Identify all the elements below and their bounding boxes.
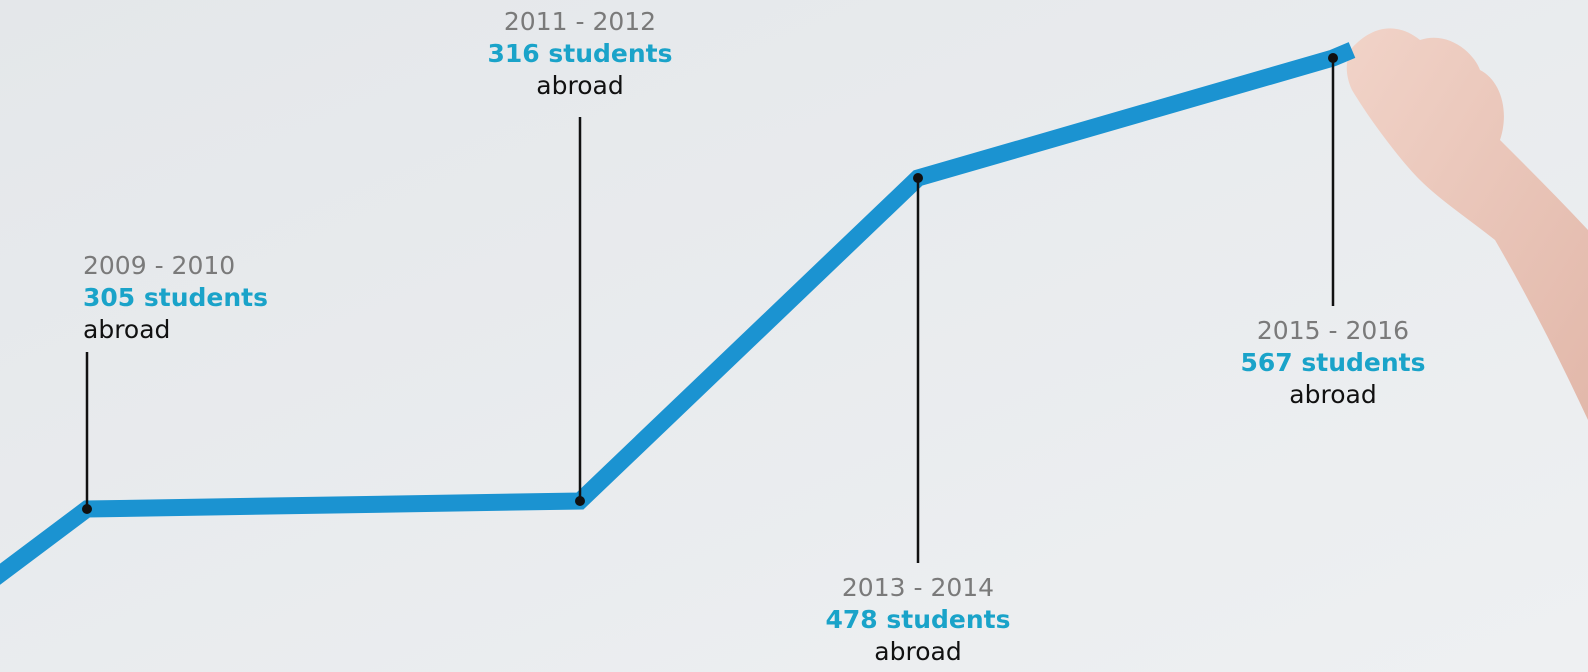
- marker-dot: [575, 496, 585, 506]
- page: 2009 - 2010 305 students abroad 2011 - 2012…: [0, 0, 1588, 672]
- note-label: abroad: [1289, 380, 1376, 409]
- period-label: 2009 - 2010: [83, 251, 235, 280]
- marker-dot: [1328, 53, 1338, 63]
- infographic: 2009 - 2010 305 students abroad 2011 - 2012…: [0, 0, 1588, 672]
- note-label: abroad: [874, 637, 961, 666]
- period-label: 2011 - 2012: [504, 7, 656, 36]
- marker-dot: [82, 504, 92, 514]
- note-label: abroad: [83, 315, 170, 344]
- period-label: 2013 - 2014: [842, 573, 994, 602]
- note-label: abroad: [536, 71, 623, 100]
- count-label: 478 students: [826, 605, 1011, 634]
- count-label: 316 students: [488, 39, 673, 68]
- marker-dot: [913, 173, 923, 183]
- count-label: 567 students: [1241, 348, 1426, 377]
- count-label: 305 students: [83, 283, 268, 312]
- period-label: 2015 - 2016: [1257, 316, 1409, 345]
